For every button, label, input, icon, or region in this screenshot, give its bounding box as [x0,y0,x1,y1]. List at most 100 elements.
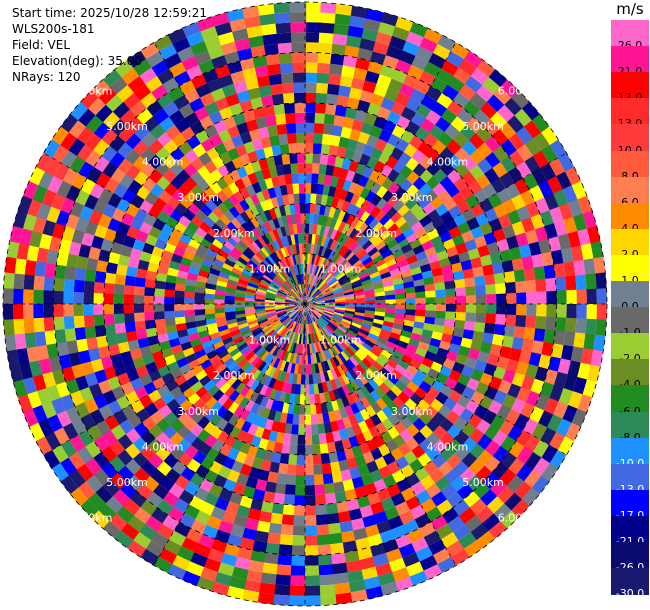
ray-gate [165,215,179,229]
ray-gate [84,371,99,387]
ray-gate [440,59,460,77]
ray-gate [244,399,255,412]
ray-gate [108,439,126,457]
ray-gate [32,403,48,423]
ray-gate [29,165,46,186]
ray-gate [314,305,326,308]
ray-gate [287,292,297,299]
ray-gate [515,315,527,329]
ray-gate [162,76,181,93]
ray-gate [387,168,401,183]
ray-gate [234,243,246,254]
ray-gate [289,342,295,353]
ray-gate [266,313,277,319]
ray-gate [269,356,278,367]
ray-gate [104,271,117,285]
ray-gate [379,581,399,597]
ray-gate [315,342,321,353]
ray-gate [258,157,270,170]
ray-gate [415,309,426,318]
ray-gate [289,277,296,287]
ray-gate [302,263,306,274]
ray-gate [212,238,224,250]
ray-gate [154,295,165,304]
ray-gate [326,238,334,249]
ray-gate [247,282,259,289]
ray-gate [325,216,334,228]
ray-gate [521,217,536,234]
ray-gate [249,549,266,563]
ray-gate [338,520,354,533]
ray-gate [392,199,406,212]
ray-gate [304,484,316,496]
ray-gate [270,83,284,96]
ray-gate [319,282,328,291]
ray-gate [305,132,315,144]
ray-gate [297,152,306,164]
ray-gate [544,369,558,386]
ray-gate [422,202,436,216]
ray-gate [43,275,55,291]
ray-gate [59,456,77,476]
ray-gate [332,253,341,264]
ray-gate [233,80,249,94]
ray-gate [268,230,277,242]
ray-gate [60,113,79,133]
ray-gate [382,363,395,375]
ray-gate [345,225,355,237]
ray-gate [222,172,236,186]
ray-gate [194,369,208,381]
ray-gate [239,199,251,212]
ray-gate [492,228,507,243]
ray-gate [448,343,461,355]
ray-gate [280,514,294,526]
ray-gate [506,292,517,305]
ray-gate [255,148,267,161]
ray-gate [224,311,236,317]
ray-gate [332,241,341,252]
ray-gate [553,371,568,390]
ray-gate [323,338,331,349]
ray-gate [412,353,425,364]
azimuth-line [304,303,567,456]
ray-gate [364,585,384,600]
ray-gate [326,261,335,272]
ray-gate [202,379,216,392]
ray-gate [306,334,310,345]
ray-gate [279,314,289,322]
ray-gate [313,123,325,134]
ray-gate [288,277,295,288]
ray-gate [110,118,128,136]
ray-gate [255,293,266,298]
ray-gate [240,328,252,336]
ray-gate [211,262,223,272]
ray-gate [69,486,89,507]
ray-gate [305,297,313,304]
ray-gate [166,563,187,580]
ray-gate [367,351,379,362]
ray-gate [291,52,307,63]
ray-gate [276,195,285,207]
ray-gate [237,371,248,383]
ray-gate [101,128,119,146]
ray-gate [322,184,331,196]
ray-gate [507,166,524,185]
ray-gate [194,106,210,121]
ray-gate [294,275,299,286]
ray-gate [365,307,376,312]
ray-gate [245,569,263,583]
ray-gate [76,254,89,270]
ray-gate [450,335,463,347]
ray-gate [195,385,208,399]
ray-gate [265,295,276,300]
ray-gate [192,254,205,265]
ray-gate [346,138,359,152]
ray-gate [344,265,355,275]
ray-gate [423,322,435,332]
ray-gate [169,61,188,78]
ray-gate [223,240,235,251]
ray-gate [209,413,223,427]
ray-gate [444,540,464,558]
ray-gate [259,211,269,224]
ray-gate [206,547,225,563]
